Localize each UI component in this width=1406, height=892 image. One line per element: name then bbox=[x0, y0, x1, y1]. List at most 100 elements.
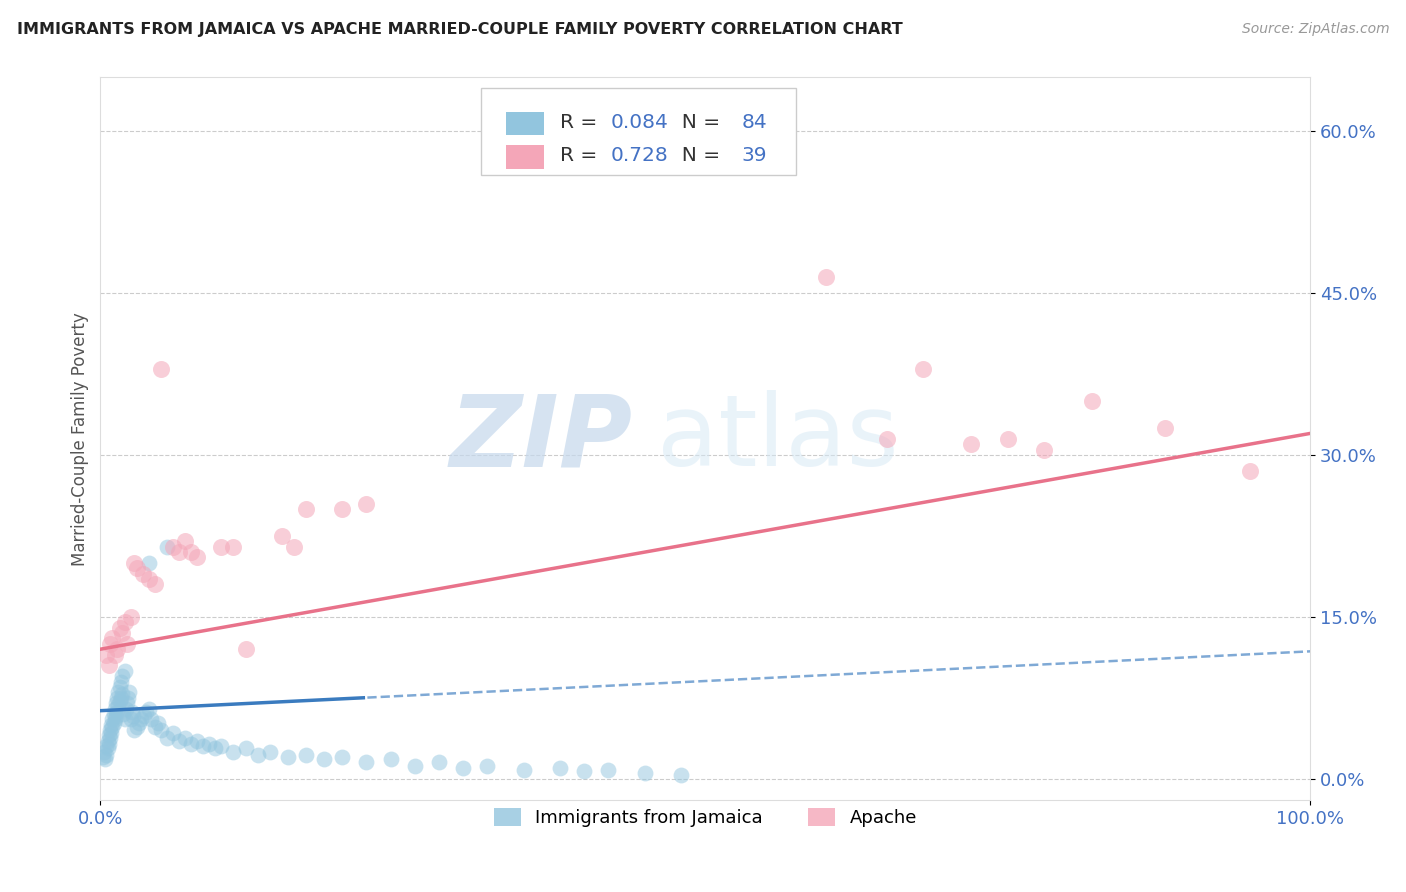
Text: IMMIGRANTS FROM JAMAICA VS APACHE MARRIED-COUPLE FAMILY POVERTY CORRELATION CHAR: IMMIGRANTS FROM JAMAICA VS APACHE MARRIE… bbox=[17, 22, 903, 37]
Text: 39: 39 bbox=[741, 146, 768, 165]
Point bbox=[911, 361, 934, 376]
Point bbox=[132, 709, 155, 723]
Point bbox=[101, 720, 124, 734]
Point bbox=[105, 642, 128, 657]
Point bbox=[122, 709, 145, 723]
Point bbox=[105, 696, 128, 710]
Point bbox=[143, 577, 166, 591]
Point bbox=[180, 737, 202, 751]
Point bbox=[222, 745, 245, 759]
Point bbox=[97, 741, 120, 756]
Text: R =: R = bbox=[560, 112, 603, 132]
Point bbox=[101, 712, 124, 726]
Point bbox=[97, 734, 120, 748]
Point bbox=[97, 729, 120, 743]
Point bbox=[105, 709, 128, 723]
Point bbox=[186, 734, 208, 748]
Point bbox=[513, 763, 536, 777]
Point bbox=[93, 745, 115, 759]
Point bbox=[997, 432, 1019, 446]
Point bbox=[115, 637, 138, 651]
Point bbox=[815, 270, 838, 285]
Point bbox=[314, 752, 336, 766]
Point bbox=[91, 750, 114, 764]
Point bbox=[235, 741, 257, 756]
Point bbox=[97, 658, 120, 673]
FancyBboxPatch shape bbox=[506, 145, 544, 169]
Point bbox=[356, 497, 378, 511]
Point bbox=[96, 648, 118, 662]
Text: 84: 84 bbox=[741, 112, 768, 132]
Point bbox=[131, 712, 153, 726]
Point bbox=[114, 712, 136, 726]
Point bbox=[235, 642, 257, 657]
Point bbox=[114, 701, 136, 715]
Point bbox=[198, 737, 221, 751]
Point bbox=[548, 761, 571, 775]
Point bbox=[111, 669, 134, 683]
Point bbox=[259, 745, 281, 759]
Point bbox=[380, 752, 402, 766]
Point bbox=[138, 556, 160, 570]
Point bbox=[222, 540, 245, 554]
Point bbox=[125, 561, 148, 575]
Point bbox=[148, 715, 170, 730]
Point bbox=[156, 540, 179, 554]
Point bbox=[98, 723, 121, 737]
Point bbox=[120, 610, 142, 624]
Text: 0.728: 0.728 bbox=[610, 146, 669, 165]
Point bbox=[174, 534, 197, 549]
Point bbox=[122, 723, 145, 737]
Point bbox=[121, 705, 143, 719]
Point bbox=[115, 696, 138, 710]
Point bbox=[114, 615, 136, 630]
Point bbox=[1154, 421, 1177, 435]
Point bbox=[143, 720, 166, 734]
Point bbox=[1081, 394, 1104, 409]
Point bbox=[103, 706, 125, 721]
Point bbox=[125, 720, 148, 734]
Point bbox=[149, 361, 172, 376]
Point bbox=[156, 731, 179, 745]
Point bbox=[141, 712, 163, 726]
FancyBboxPatch shape bbox=[481, 88, 796, 175]
Point bbox=[96, 747, 118, 762]
Point bbox=[186, 550, 208, 565]
Point bbox=[598, 763, 620, 777]
Point bbox=[180, 545, 202, 559]
Text: N =: N = bbox=[669, 112, 727, 132]
Point bbox=[111, 626, 134, 640]
Point bbox=[104, 701, 127, 715]
Point bbox=[209, 540, 232, 554]
Point bbox=[634, 766, 657, 780]
Point bbox=[246, 747, 269, 762]
Point bbox=[100, 726, 122, 740]
Point bbox=[105, 705, 128, 719]
Point bbox=[162, 540, 184, 554]
Point bbox=[108, 694, 131, 708]
Point bbox=[295, 747, 318, 762]
Point bbox=[98, 637, 121, 651]
Point bbox=[174, 731, 197, 745]
Point bbox=[94, 752, 117, 766]
Point bbox=[104, 712, 127, 726]
Point bbox=[107, 685, 129, 699]
Point bbox=[167, 545, 190, 559]
Point bbox=[105, 690, 128, 705]
Text: N =: N = bbox=[669, 146, 727, 165]
Point bbox=[110, 674, 132, 689]
Point bbox=[162, 726, 184, 740]
Text: R =: R = bbox=[560, 146, 603, 165]
Point bbox=[960, 437, 983, 451]
Point bbox=[138, 701, 160, 715]
Point bbox=[477, 758, 499, 772]
Point bbox=[1032, 442, 1054, 457]
Text: 0.084: 0.084 bbox=[610, 112, 669, 132]
Point bbox=[427, 756, 450, 770]
Point bbox=[98, 731, 121, 745]
Legend: Immigrants from Jamaica, Apache: Immigrants from Jamaica, Apache bbox=[486, 801, 924, 835]
Point bbox=[270, 529, 292, 543]
Point bbox=[669, 768, 692, 782]
Point bbox=[120, 712, 142, 726]
Point bbox=[277, 750, 299, 764]
